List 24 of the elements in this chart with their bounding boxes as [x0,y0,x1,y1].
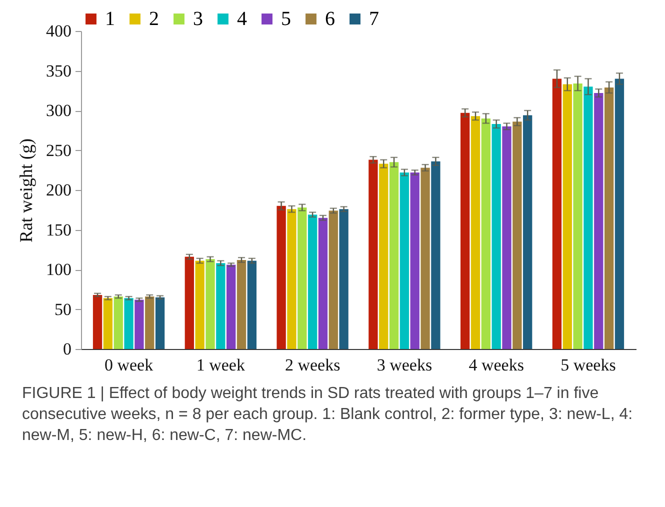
x-tick-label: 0 week [104,356,154,374]
x-tick-label: 4 weeks [468,356,524,374]
y-axis-title: Rat weight (g) [16,138,36,242]
legend-label: 1 [105,8,115,30]
x-tick-label: 2 weeks [284,356,340,374]
y-tick-label: 100 [46,260,72,279]
legend-label: 4 [237,8,247,30]
legend-label: 2 [149,8,159,30]
legend-label: 6 [325,8,335,30]
y-tick-label: 0 [63,340,72,358]
x-tick-label: 5 weeks [560,356,616,374]
y-tick-label: 250 [46,140,72,160]
y-tick-label: 50 [54,300,72,319]
y-tick-label: 150 [46,220,72,240]
legend-label: 5 [281,8,291,30]
y-tick-label: 300 [46,101,72,120]
legend-label: 3 [193,8,203,30]
y-tick-label: 400 [46,22,72,40]
y-tick-label: 350 [46,61,72,80]
x-tick-label: 1 week [196,356,246,374]
x-tick-label: 3 weeks [376,356,432,374]
y-tick-label: 200 [46,180,72,200]
caption: FIGURE 1 | Effect of body weight trends in SD rats treated with groups 1–7 in five consecutive weeks, n = 8 per each group. 1: Blank control, 2: former type, 3: new-L, 4: new-M, 5: new-H, 6: new-C, 7: new-MC. [22,384,634,446]
legend-label: 7 [369,8,379,30]
